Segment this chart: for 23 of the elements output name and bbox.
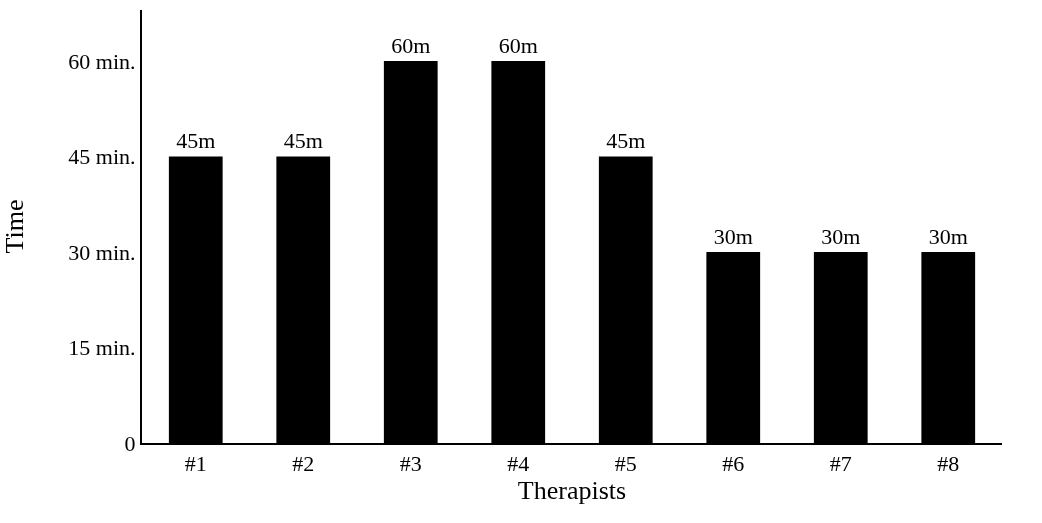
data-label: 30m: [928, 223, 968, 249]
data-label: 45m: [176, 128, 216, 154]
x-tick-label: #5: [614, 451, 637, 477]
x-tick-label: #8: [937, 451, 960, 477]
data-label: 60m: [391, 32, 431, 58]
x-tick-label: #1: [184, 451, 207, 477]
y-tick-label: 30 min.: [68, 239, 136, 265]
x-tick-label: #6: [722, 451, 745, 477]
data-label: 60m: [498, 32, 538, 58]
y-tick-label: 60 min.: [68, 48, 136, 74]
y-tick-label: 15 min.: [68, 335, 136, 361]
y-axis-title: Time: [0, 199, 29, 254]
x-tick-label: #7: [829, 451, 852, 477]
data-label: 30m: [821, 223, 861, 249]
y-tick-label: 45 min.: [68, 144, 136, 170]
y-tick-label: 0: [124, 430, 136, 456]
x-tick-label: #2: [292, 451, 315, 477]
data-label: 45m: [283, 128, 323, 154]
x-tick-label: #3: [399, 451, 422, 477]
x-axis-title: Therapists: [517, 476, 627, 506]
data-label: 45m: [606, 128, 646, 154]
x-tick-label: #4: [507, 451, 530, 477]
data-label: 30m: [713, 223, 753, 249]
